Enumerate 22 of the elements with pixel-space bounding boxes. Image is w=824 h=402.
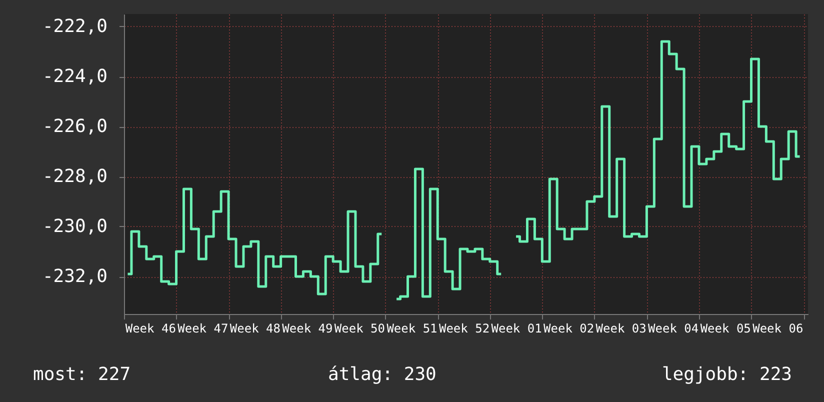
x-tick-label: Week 49 (282, 322, 333, 336)
y-tick-label: -232,0 (42, 266, 108, 287)
y-tick-label: -226,0 (42, 116, 108, 137)
y-tick-label: -222,0 (42, 16, 108, 37)
x-tick-label: Week 05 (700, 322, 751, 336)
x-tick-label: Week 06 (752, 322, 804, 336)
x-tick-label: Week 51 (386, 322, 438, 336)
x-tick-label: Week 47 (178, 322, 228, 336)
y-tick-label: -228,0 (42, 166, 108, 187)
x-tick-label: Week 02 (544, 322, 594, 336)
x-tick-label: Week 52 (438, 322, 490, 336)
x-tick-label: Week 46 (125, 322, 176, 336)
text: most: 227 (33, 364, 131, 385)
y-tick-label: -224,0 (42, 66, 108, 87)
y-tick-label: -230,0 (42, 216, 108, 237)
text: átlag: 230 (328, 364, 436, 385)
x-tick-label: Week 03 (596, 322, 646, 336)
x-tick-label: Week 01 (491, 322, 542, 336)
x-tick-label: Week 50 (334, 322, 386, 336)
x-tick-label: Week 48 (230, 322, 280, 336)
text: legjobb: 223 (662, 364, 792, 385)
x-tick-label: Week 04 (648, 322, 699, 336)
